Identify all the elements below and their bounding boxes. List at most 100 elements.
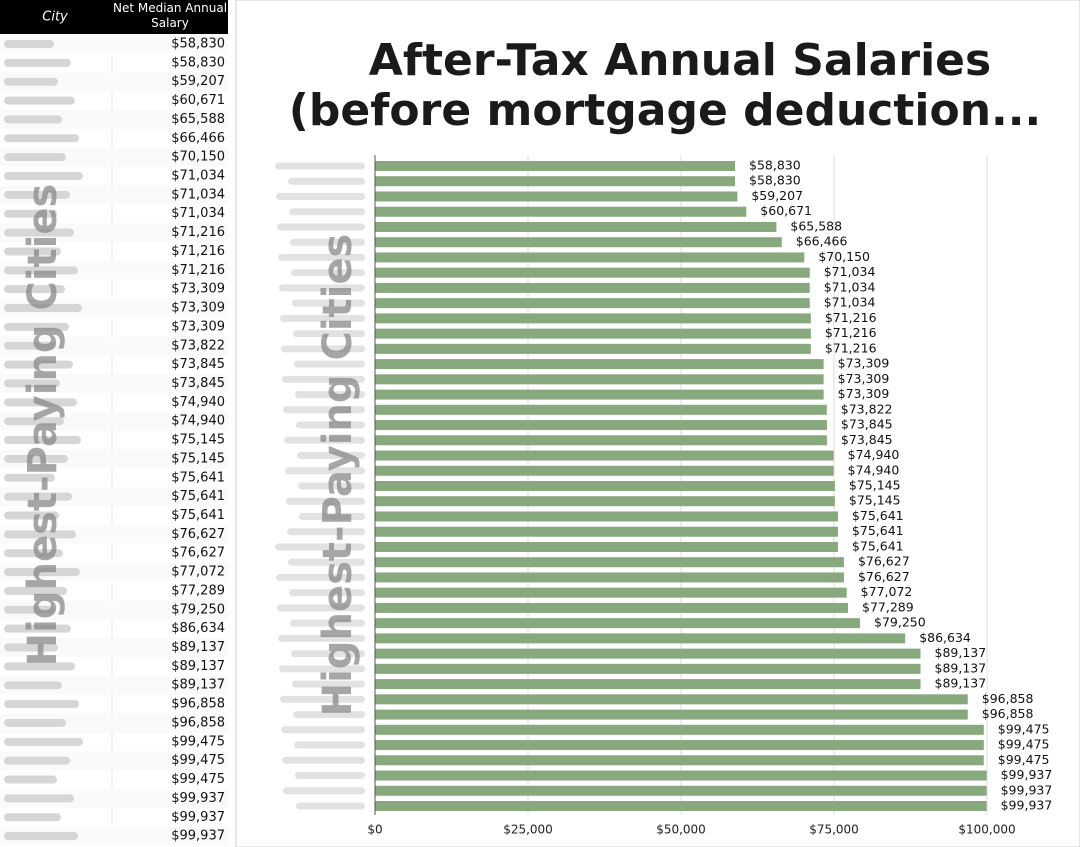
value-label: $76,627 xyxy=(858,569,910,584)
salary-cell: $58,830 xyxy=(171,37,225,52)
value-label: $74,940 xyxy=(848,462,900,477)
row-bg xyxy=(0,72,228,92)
salary-cell: $60,671 xyxy=(171,93,225,108)
salary-cell: $99,937 xyxy=(171,829,225,844)
blurred-city xyxy=(4,794,74,803)
blurred-category xyxy=(290,238,365,246)
blurred-city xyxy=(4,775,57,784)
bar xyxy=(375,176,736,187)
blurred-city xyxy=(4,718,66,727)
chart-title: After-Tax Annual Salaries xyxy=(369,35,991,86)
value-label: $70,150 xyxy=(818,249,870,264)
blurred-city xyxy=(4,40,54,48)
blurred-category xyxy=(292,680,365,688)
blurred-city xyxy=(4,322,69,331)
blurred-category xyxy=(279,665,365,673)
row-bg xyxy=(0,789,228,808)
salary-cell: $65,588 xyxy=(171,112,225,127)
value-label: $58,830 xyxy=(749,158,801,173)
row-bg xyxy=(0,147,228,167)
blurred-category xyxy=(280,695,365,703)
blurred-category xyxy=(283,406,365,414)
blurred-category xyxy=(293,711,365,719)
salary-cell: $99,937 xyxy=(171,791,225,806)
row-bg xyxy=(0,260,228,280)
value-label: $75,145 xyxy=(849,493,901,508)
blurred-city xyxy=(4,473,55,482)
salary-cell: $89,137 xyxy=(171,659,225,674)
blurred-city xyxy=(4,247,61,256)
salary-cell: $96,858 xyxy=(171,715,225,730)
blurred-category xyxy=(291,650,365,658)
bar xyxy=(375,343,811,354)
salary-cell: $99,475 xyxy=(171,734,225,749)
x-tick-label: $50,000 xyxy=(656,823,706,837)
blurred-category xyxy=(281,345,365,353)
blurred-category xyxy=(298,482,365,490)
bar xyxy=(375,618,861,629)
bar xyxy=(375,282,810,293)
row-bg xyxy=(0,524,228,544)
blurred-city xyxy=(4,266,78,275)
value-label: $79,250 xyxy=(874,615,926,630)
value-label: $71,216 xyxy=(825,310,877,325)
value-label: $71,216 xyxy=(825,340,877,355)
value-label: $58,830 xyxy=(749,173,801,188)
value-label: $71,034 xyxy=(824,295,876,310)
blurred-city xyxy=(4,398,77,407)
value-label: $77,072 xyxy=(861,584,913,599)
blurred-city xyxy=(4,172,83,181)
x-tick-label: $25,000 xyxy=(503,823,553,837)
row-bg xyxy=(0,826,228,846)
salary-cell: $71,034 xyxy=(171,169,225,184)
bar xyxy=(375,572,844,583)
blurred-city xyxy=(4,700,79,709)
blurred-category xyxy=(276,192,365,200)
blurred-category xyxy=(295,772,365,780)
blurred-category xyxy=(282,756,365,764)
row-bg xyxy=(0,298,228,318)
salary-cell: $77,072 xyxy=(171,565,225,580)
blurred-category xyxy=(290,619,365,627)
blurred-city xyxy=(4,153,66,162)
blurred-city xyxy=(4,605,54,614)
watermark: Highest-Paying Cities xyxy=(315,234,361,717)
blurred-city xyxy=(4,813,61,822)
value-label: $60,671 xyxy=(760,203,812,218)
blurred-category xyxy=(285,467,365,475)
row-bg xyxy=(0,34,228,54)
blurred-category xyxy=(278,634,365,642)
value-label: $99,475 xyxy=(998,737,1050,752)
blurred-category xyxy=(294,360,365,368)
blurred-category xyxy=(296,421,365,429)
blurred-category xyxy=(288,177,365,185)
blurred-city xyxy=(4,568,80,577)
blurred-category xyxy=(297,452,365,460)
blurred-city xyxy=(4,549,63,558)
value-label: $73,822 xyxy=(841,401,893,416)
value-label: $73,845 xyxy=(841,417,893,432)
bar xyxy=(375,298,810,309)
blurred-category xyxy=(295,391,365,399)
salary-cell: $76,627 xyxy=(171,546,225,561)
bar xyxy=(375,389,824,400)
blurred-category xyxy=(282,375,365,383)
salary-cell: $71,034 xyxy=(171,206,225,221)
blurred-category xyxy=(281,726,365,734)
row-bg xyxy=(0,110,228,129)
blurred-category xyxy=(286,497,365,505)
bar xyxy=(375,161,736,171)
bar xyxy=(375,465,834,476)
row-bg xyxy=(0,411,228,431)
bar xyxy=(375,404,827,415)
value-label: $73,309 xyxy=(838,386,890,401)
salary-cell: $73,845 xyxy=(171,376,225,391)
bar xyxy=(375,694,968,705)
blurred-city xyxy=(4,643,58,652)
bar xyxy=(375,374,824,385)
value-label: $77,289 xyxy=(862,599,914,614)
x-tick-label: $100,000 xyxy=(958,823,1015,837)
table-header xyxy=(0,0,228,34)
bar xyxy=(375,252,805,263)
